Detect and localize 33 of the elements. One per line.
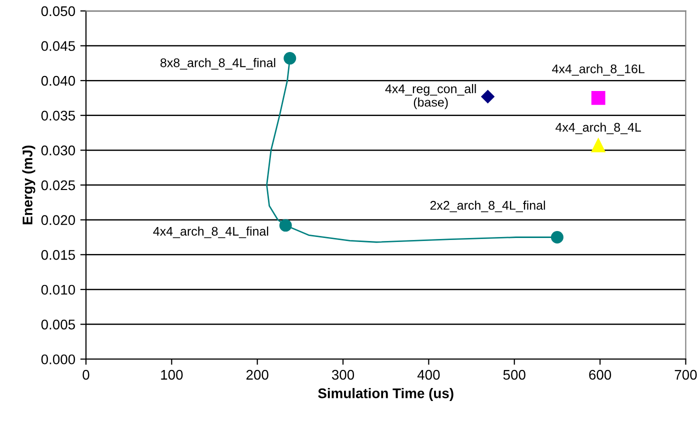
y-tick-label: 0.035 bbox=[41, 110, 75, 121]
series-label: 4x4_reg_con_all (base) bbox=[385, 84, 476, 110]
annotation: 4x4_arch_8_4L_final bbox=[153, 226, 268, 238]
y-tick-label: 0.015 bbox=[41, 250, 75, 260]
y-tick-label: 0.010 bbox=[41, 284, 76, 295]
point bbox=[481, 90, 494, 104]
series-label: 4x4_arch_8_4L bbox=[556, 122, 642, 134]
series-label: 4x4_arch_8_16L bbox=[552, 64, 644, 76]
y-tick-label: 0.040 bbox=[41, 76, 76, 86]
y-tick-label: 0.030 bbox=[41, 146, 76, 156]
point bbox=[284, 52, 296, 65]
y-tick-label: 0.000 bbox=[41, 354, 76, 364]
y-tick-label: 0.025 bbox=[41, 180, 75, 190]
y-tick-label: 0.005 bbox=[41, 320, 75, 330]
point bbox=[279, 219, 292, 232]
y-tick-label: 0.050 bbox=[41, 6, 76, 16]
x-tick-label: 700 bbox=[674, 370, 697, 380]
x-tick-label: 200 bbox=[246, 370, 268, 380]
x-tick-label: 100 bbox=[161, 370, 183, 380]
x-tick-label: 400 bbox=[417, 370, 440, 380]
x-tick-label: 300 bbox=[332, 370, 354, 380]
annotation: 8x8_arch_8_4L_final bbox=[160, 58, 276, 70]
annotation: 2x2_arch_8_4L_final bbox=[430, 200, 545, 212]
x-tick-label: 600 bbox=[589, 370, 612, 380]
point bbox=[550, 231, 564, 244]
x-tick-label: 500 bbox=[503, 370, 526, 380]
y-tick-label: 0.020 bbox=[41, 215, 76, 226]
y-axis-title: Energy (mJ) bbox=[22, 146, 36, 224]
x-tick-label: 0 bbox=[82, 370, 90, 380]
y-tick-label: 0.045 bbox=[41, 41, 75, 51]
point bbox=[591, 91, 606, 105]
x-axis-title: Simulation Time (us) bbox=[318, 388, 454, 401]
point bbox=[591, 138, 606, 152]
